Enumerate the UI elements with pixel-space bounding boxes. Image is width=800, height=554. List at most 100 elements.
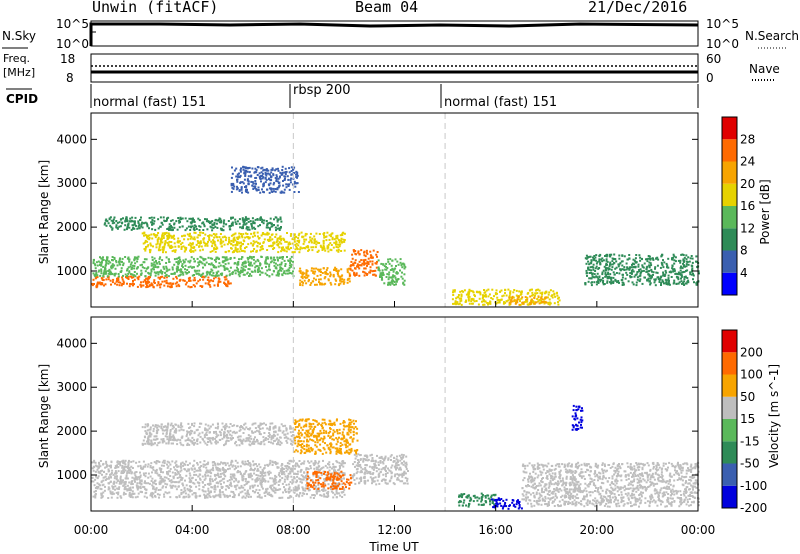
scatter-cell [225, 259, 228, 262]
scatter-cell [667, 266, 670, 269]
scatter-cell [251, 270, 254, 273]
scatter-cell [233, 480, 236, 483]
scatter-cell [336, 492, 339, 495]
scatter-cell [324, 272, 327, 275]
scatter-cell [665, 271, 668, 274]
scatter-cell [304, 247, 307, 250]
scatter-cell [152, 285, 155, 288]
scatter-cell [235, 479, 238, 482]
scatter-cell [147, 275, 150, 278]
scatter-cell [169, 285, 171, 288]
scatter-cell [188, 217, 191, 220]
scatter-cell [366, 252, 369, 255]
scatter-cell [161, 275, 164, 278]
scatter-cell [489, 302, 492, 305]
scatter-cell [271, 225, 274, 228]
scatter-cell [161, 223, 164, 226]
ytick-label: 4000 [56, 132, 87, 146]
scatter-cell [246, 489, 249, 492]
scatter-cell [468, 295, 471, 298]
scatter-cell [284, 173, 287, 175]
scatter-cell [226, 258, 229, 261]
scatter-cell [306, 276, 309, 279]
scatter-cell [648, 266, 651, 269]
scatter-cell [132, 276, 135, 279]
scatter-cell [502, 294, 505, 297]
nave-label: Nave [749, 62, 780, 76]
scatter-cell [252, 220, 255, 223]
scatter-cell [239, 174, 242, 177]
scatter-cell [358, 260, 361, 263]
scatter-cell [230, 463, 232, 466]
scatter-cell [199, 478, 202, 481]
scatter-cell [105, 218, 108, 221]
scatter-cell [246, 167, 249, 170]
scatter-cell [337, 469, 340, 472]
scatter-cell [109, 224, 112, 227]
nsky-label: N.Sky [2, 29, 36, 43]
scatter-cell [374, 269, 377, 272]
cpid-mode-2: rbsp 200 [293, 83, 351, 98]
scatter-cell [260, 271, 263, 274]
scatter-cell [260, 171, 263, 174]
scatter-cell [268, 191, 271, 194]
scatter-cell [109, 279, 112, 282]
scatter-cell [389, 281, 392, 284]
scatter-cell [612, 271, 615, 274]
scatter-cell [628, 267, 631, 270]
scatter-cell [206, 483, 209, 486]
scatter-cell [178, 285, 181, 288]
scatter-cell [92, 480, 95, 483]
scatter-cell [281, 191, 284, 194]
scatter-cell [243, 463, 246, 466]
scatter-cell [264, 171, 267, 174]
scatter-cell [231, 172, 234, 175]
scatter-cell [299, 470, 302, 473]
scatter-cell [520, 290, 523, 293]
scatter-cell [233, 496, 236, 499]
scatter-cell [168, 240, 171, 243]
scatter-cell [363, 267, 366, 270]
scatter-cell [286, 474, 289, 477]
scatter-cell [141, 266, 144, 269]
scatter-cell [470, 300, 473, 303]
scatter-cell [323, 247, 326, 250]
scatter-cell [522, 302, 525, 305]
scatter-cell [234, 477, 237, 480]
scatter-cell [245, 246, 248, 248]
scatter-cell [270, 171, 273, 174]
scatter-cell [258, 493, 261, 496]
scatter-cell [275, 481, 278, 484]
scatter-cell [294, 182, 296, 185]
scatter-cell [257, 241, 259, 244]
scatter-cell [157, 232, 160, 234]
scatter-cell [211, 220, 214, 223]
scatter-cell [137, 485, 140, 488]
scatter-cell [212, 239, 215, 242]
scatter-cell [665, 262, 668, 265]
scatter-cell [241, 191, 243, 194]
scatter-cell [259, 496, 262, 499]
scatter-cell [259, 246, 262, 249]
scatter-cell [215, 477, 218, 480]
scatter-cell [123, 466, 126, 469]
scatter-cell [215, 468, 218, 471]
scatter-cell [208, 494, 211, 497]
scatter-cell [209, 439, 212, 442]
scatter-cell [248, 461, 251, 464]
scatter-cell [218, 217, 221, 220]
scatter-cell [348, 280, 351, 283]
scatter-cell [388, 283, 391, 285]
scatter-cell [101, 258, 104, 261]
scatter-cell [275, 180, 278, 182]
scatter-cell [309, 284, 312, 286]
scatter-cell [211, 257, 214, 260]
scatter-cell [280, 261, 283, 264]
scatter-cell [313, 277, 315, 280]
scatter-cell [260, 484, 263, 487]
scatter-cell [172, 272, 175, 275]
scatter-cell [273, 486, 276, 489]
scatter-cell [606, 263, 608, 266]
scatter-cell [110, 460, 113, 463]
scatter-cell [220, 475, 222, 478]
